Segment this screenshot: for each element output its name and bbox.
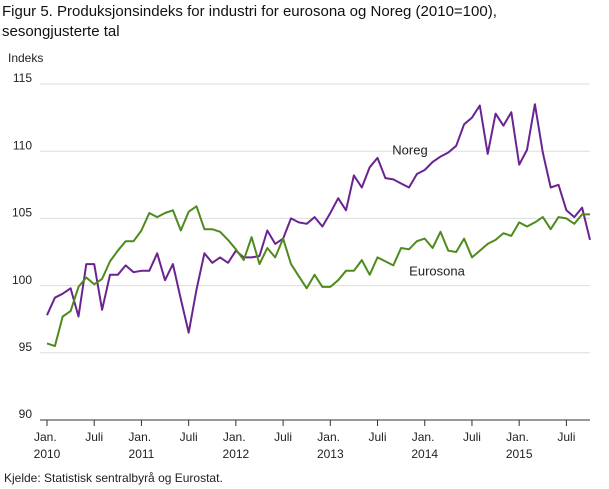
x-tick-label: Jan. 2015 <box>506 430 533 461</box>
x-tick-label: Jan. 2014 <box>411 430 438 461</box>
y-tick-label: 95 <box>19 340 33 354</box>
x-tick-label: Jan. 2010 <box>34 430 61 461</box>
x-tick-label: Juli <box>369 430 387 444</box>
x-tick-label: Juli <box>180 430 198 444</box>
line <box>46 205 590 348</box>
series-label: Noreg <box>392 142 427 157</box>
y-tick-label: 105 <box>12 206 32 220</box>
y-axis-label: Indeks <box>8 51 43 65</box>
y-tick-label: 110 <box>13 138 32 152</box>
x-tick-label: Jan. 2012 <box>223 430 250 461</box>
source: Kjelde: Statistisk sentralbyrå og Eurost… <box>4 471 223 485</box>
series-label: Eurosona <box>409 263 465 278</box>
x-tick-label: Juli <box>463 430 481 444</box>
x-tick-label: Juli <box>557 430 575 444</box>
x-tick-label: Jan. 2011 <box>128 430 154 461</box>
line <box>46 103 591 334</box>
x-tick-label: Jan. 2013 <box>317 430 344 461</box>
chart-title: Figur 5. Produksjonsindeks for industri … <box>2 3 497 40</box>
y-tick-label: 90 <box>19 407 33 421</box>
x-tick-label: Juli <box>85 430 103 444</box>
x-tick-label: Juli <box>274 430 292 444</box>
y-tick-label: 100 <box>12 273 32 287</box>
y-tick-label: 115 <box>13 71 32 85</box>
